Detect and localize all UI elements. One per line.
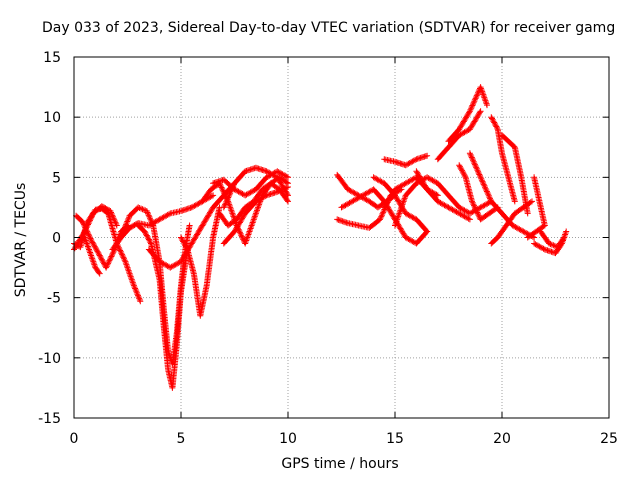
data-point-markers — [524, 174, 548, 241]
data-point-markers — [445, 84, 490, 145]
x-tick-label: 20 — [493, 431, 511, 447]
series-track-08 — [178, 204, 223, 319]
x-tick-label: 10 — [279, 431, 297, 447]
series-track-29 — [488, 198, 535, 247]
data-points — [71, 84, 570, 391]
series-track-31 — [537, 228, 568, 251]
data-point-markers — [456, 162, 501, 223]
series-track-26 — [466, 150, 538, 241]
data-point-markers — [537, 228, 568, 251]
axis-ticks: 0 5 10 15 20 25 -15 -10 -5 0 5 10 15 — [38, 50, 618, 447]
series-track-23 — [434, 108, 484, 163]
y-tick-label: 10 — [43, 110, 61, 126]
series-track-22 — [413, 168, 473, 223]
data-point-markers — [488, 198, 535, 247]
y-tick-label: -15 — [38, 411, 61, 427]
x-tick-label: 5 — [177, 431, 186, 447]
series-track-13 — [216, 180, 291, 229]
series-track-24 — [445, 84, 490, 145]
y-tick-label: 0 — [52, 231, 61, 247]
data-point-markers — [81, 234, 103, 277]
y-tick-label: -10 — [38, 351, 61, 367]
series-track-14 — [220, 184, 291, 247]
series-track-27 — [488, 114, 518, 205]
data-point-markers — [413, 168, 473, 223]
data-point-markers — [488, 114, 518, 205]
x-tick-label: 15 — [386, 431, 404, 447]
y-tick-label: 15 — [43, 50, 61, 66]
data-point-markers — [220, 184, 291, 247]
y-axis-label: SDTVAR / TECUs — [13, 182, 29, 298]
x-tick-label: 25 — [600, 431, 618, 447]
x-axis-label: GPS time / hours — [281, 456, 399, 472]
data-point-markers — [178, 204, 223, 319]
series-track-04 — [81, 234, 103, 277]
data-point-markers — [392, 174, 495, 229]
data-point-markers — [466, 150, 538, 241]
series-track-32 — [524, 174, 548, 241]
x-tick-label: 0 — [70, 431, 79, 447]
chart-title: Day 033 of 2023, Sidereal Day-to-day VTE… — [42, 20, 616, 36]
data-point-markers — [381, 152, 431, 169]
series-track-20 — [381, 152, 431, 169]
data-point-markers — [216, 180, 291, 229]
y-tick-label: 5 — [52, 170, 61, 186]
y-tick-label: -5 — [47, 291, 61, 307]
series-track-21 — [392, 174, 495, 229]
data-point-markers — [434, 108, 484, 163]
series-track-25 — [456, 162, 501, 223]
